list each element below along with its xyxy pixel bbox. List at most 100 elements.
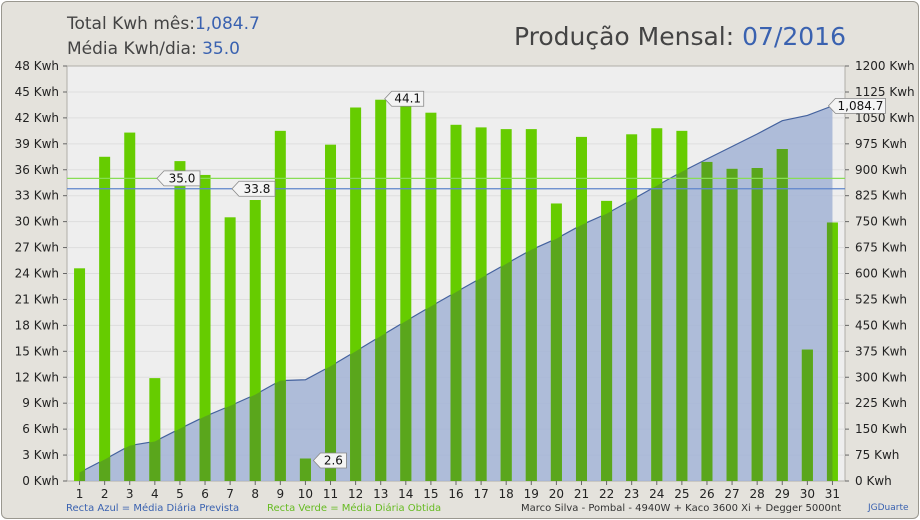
bar-day-17-shaded [475,127,487,482]
x-tick-label: 8 [251,487,259,501]
x-tick-label: 3 [126,487,134,501]
y-tick-label: 33 Kwh [15,189,59,203]
avg-obtained-callout-text: 35.0 [169,171,196,185]
y2-tick-label: 375 Kwh [855,344,907,358]
x-tick-label: 21 [574,487,589,501]
y2-tick-label: 975 Kwh [855,137,907,151]
legend-expected-average: Recta Azul = Média Diária Prevista [66,503,240,514]
y-tick-label: 36 Kwh [15,163,59,177]
max-day-callout-text: 44.1 [394,92,421,106]
min-day-callout-shape [312,452,347,469]
avg-kwh-label: Média Kwh/dia: [67,39,197,59]
month-total-callout-shape [827,97,886,114]
bar-day-8 [249,200,261,481]
y2-tick-label: 150 Kwh [855,422,907,436]
x-tick-label: 30 [800,487,815,501]
legend-obtained-average: Recta Verde = Média Diária Obtida [267,503,442,514]
bar-day-27-shaded [726,168,738,481]
bar-day-29-shaded [776,149,788,481]
x-tick-label: 7 [226,487,234,501]
y-tick-label: 27 Kwh [15,241,59,255]
bar-day-20-shaded [550,203,562,481]
y-tick-label: 24 Kwh [15,267,59,281]
avg-kwh-value: 35.0 [202,39,240,59]
y2-tick-label: 750 Kwh [855,215,907,229]
x-tick-label: 25 [674,487,689,501]
avg-kwh-stat: Média Kwh/dia: 35.0 [67,39,240,59]
chart-title: Produção Mensal: 07/2016 [514,22,846,51]
y2-tick-label: 450 Kwh [855,318,907,332]
x-tick-label: 28 [750,487,765,501]
bar-day-2 [99,156,111,481]
y2-tick-label: 1050 Kwh [855,111,915,125]
avg-obtained-callout-shape [156,170,201,187]
y2-tick-label: 900 Kwh [855,163,907,177]
bar-day-7 [224,217,236,482]
x-tick-label: 6 [201,487,209,501]
x-tick-label: 13 [373,487,388,501]
bar-day-4 [149,378,161,481]
bar-day-16-shaded [450,124,462,482]
y-tick-label: 39 Kwh [15,137,59,151]
x-tick-label: 9 [277,487,285,501]
y-tick-label: 15 Kwh [15,344,59,358]
month-total-callout-text: 1,084.7 [838,99,884,113]
bar-day-21-shaded [575,136,587,482]
x-tick-label: 4 [151,487,159,501]
bar-day-9 [274,130,286,481]
bar-day-19-shaded [525,129,537,481]
x-tick-label: 15 [423,487,438,501]
min-day-callout-text: 2.6 [324,454,343,468]
y2-tick-label: 0 Kwh [855,474,892,488]
x-tick-label: 23 [624,487,639,501]
bar-day-30-shaded [801,349,813,481]
x-tick-label: 14 [398,487,413,501]
month-total-callout: 1,084.7 [827,97,886,114]
min-day-callout: 2.6 [312,452,347,469]
y-tick-label: 6 Kwh [22,422,59,436]
x-tick-label: 1 [76,487,84,501]
bar-day-11 [325,144,337,482]
avg-obtained-callout: 35.0 [156,170,201,187]
x-tick-label: 24 [649,487,664,501]
y-tick-label: 30 Kwh [15,215,59,229]
y-tick-label: 45 Kwh [15,85,59,99]
x-tick-label: 10 [298,487,313,501]
y-tick-label: 18 Kwh [15,318,59,332]
avg-expected-callout-text: 33.8 [244,182,271,196]
system-description: Marco Silva - Pombal - 4940W + Kaco 3600… [521,503,842,514]
x-tick-label: 16 [448,487,463,501]
bar-day-12 [350,107,362,481]
x-tick-label: 11 [323,487,338,501]
max-day-callout-shape [384,90,425,107]
total-kwh-label: Total Kwh mês: [67,14,195,34]
bar-day-31-shaded [826,222,833,482]
y2-tick-label: 525 Kwh [855,292,907,306]
avg-expected-callout: 33.8 [231,180,276,197]
bar-day-10-shaded [299,458,311,481]
y-tick-label: 0 Kwh [22,474,59,488]
x-tick-label: 31 [825,487,840,501]
chart-title-period: 07/2016 [742,22,846,51]
x-tick-label: 29 [775,487,790,501]
x-tick-label: 12 [348,487,363,501]
y2-tick-label: 600 Kwh [855,267,907,281]
credit-label: JGDuarte [868,503,909,513]
avg-expected-callout-shape [231,180,276,197]
x-tick-label: 27 [724,487,739,501]
y-tick-label: 48 Kwh [15,59,59,73]
chart-title-label: Produção Mensal: [513,22,735,51]
y2-tick-label: 1125 Kwh [855,85,915,99]
bar-day-23-shaded [626,134,638,482]
bar-day-28-shaded [751,168,763,482]
max-day-callout: 44.1 [384,90,425,107]
x-tick-label: 20 [549,487,564,501]
bar-day-15 [425,112,437,481]
y2-tick-label: 825 Kwh [855,189,907,203]
y2-tick-label: 75 Kwh [855,448,899,462]
x-tick-label: 5 [176,487,184,501]
bar-day-3 [124,132,136,481]
bar-day-14 [400,105,412,481]
y2-tick-label: 1200 Kwh [855,59,915,73]
